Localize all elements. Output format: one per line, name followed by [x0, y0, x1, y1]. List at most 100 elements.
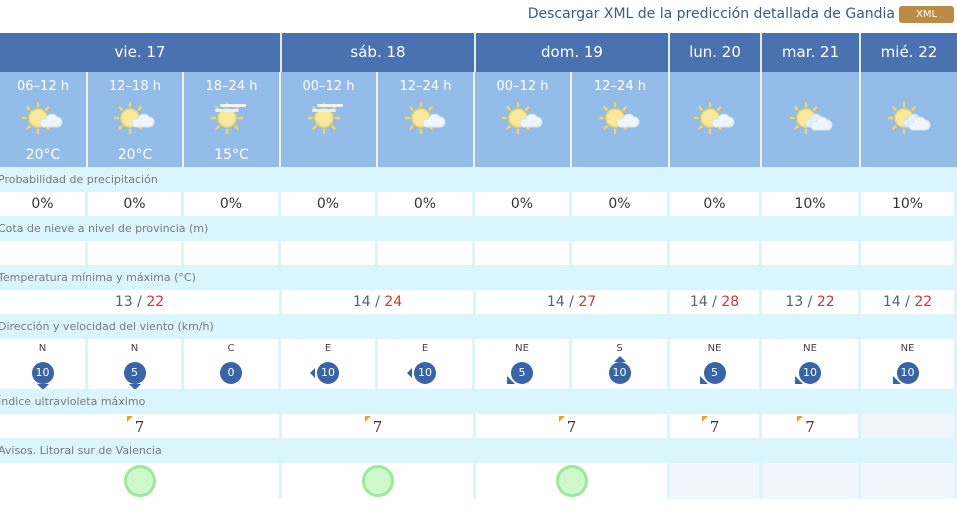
sun-cloud-icon — [693, 98, 737, 138]
period-time — [762, 79, 859, 95]
precip-value: 10% — [861, 192, 957, 216]
snow-value — [378, 241, 475, 265]
sun-cloud-icon — [113, 98, 157, 138]
temp-min: 14 — [546, 294, 565, 310]
wind-arrow-icon — [507, 376, 515, 384]
precip-label: Probabilidad de precipitación — [0, 173, 158, 186]
sun-cloud-icon — [501, 98, 545, 138]
wind-arrow-icon — [613, 356, 626, 362]
wind-direction: NE — [515, 343, 529, 354]
period-time: 12–24 h — [399, 79, 452, 94]
uv-label: Índice ultravioleta máximo — [0, 395, 146, 408]
snow-value — [88, 241, 184, 265]
precip-value: 0% — [475, 192, 572, 216]
sun-haze-icon — [307, 98, 351, 138]
temp-min: 13 — [114, 294, 133, 310]
wind-speed-badge: 5 — [703, 362, 726, 384]
temp-separator: / — [707, 294, 722, 310]
sun-clouds-icon — [887, 98, 931, 138]
wind-arrow-icon — [699, 376, 708, 384]
temp-separator: / — [803, 294, 817, 310]
temp-row: 13 / 22 14 / 24 14 / 27 14 / 28 13 / 22 14 / … — [0, 290, 957, 314]
temp-min: 14 — [689, 294, 708, 310]
day-header-row: vie. 17 sáb. 18 dom. 19 lun. 20 mar. 21 … — [0, 33, 957, 72]
green-warning-icon[interactable] — [123, 465, 156, 497]
snow-value — [572, 241, 670, 265]
wind-direction: C — [227, 343, 235, 354]
precip-value: 0% — [0, 192, 88, 216]
wind-speed-badge: 10 — [799, 362, 821, 384]
temp-separator: / — [370, 294, 385, 310]
wind-speed-badge: 10 — [414, 362, 436, 384]
wind-label-row: Dirección y velocidad del viento (km/h) — [0, 314, 957, 339]
wind-cell: E 10 — [378, 339, 475, 389]
uv-flag-icon — [558, 416, 565, 422]
download-xml-link[interactable]: Descargar XML de la predicción detallada… — [527, 6, 895, 22]
wind-arrow-icon — [892, 376, 901, 384]
wind-direction: NE — [707, 343, 722, 354]
uv-cell — [861, 414, 957, 438]
temp-max: 24 — [384, 294, 403, 310]
warning-cell[interactable] — [476, 463, 670, 499]
period-time: 12–18 h — [109, 79, 161, 94]
uv-flag-icon — [126, 416, 133, 422]
uv-value: 7 — [709, 418, 720, 436]
snow-value — [670, 241, 762, 265]
wind-cell: S 10 — [572, 339, 670, 389]
uv-value: 7 — [805, 418, 815, 436]
uv-row: 7 7 7 7 7 — [0, 414, 957, 438]
wind-arrow-icon — [128, 384, 141, 390]
temp-max: 22 — [914, 294, 933, 310]
wind-cell: N 10 — [0, 339, 88, 390]
temp-min: 13 — [785, 294, 804, 310]
wind-direction: E — [421, 343, 429, 354]
temp-max: 22 — [146, 294, 165, 310]
wind-direction: E — [324, 343, 332, 354]
wind-direction: NE — [803, 343, 817, 354]
wind-direction: N — [130, 343, 139, 354]
wind-speed-badge: 10 — [896, 362, 919, 384]
wind-direction: S — [616, 343, 623, 354]
temp-separator: / — [132, 294, 147, 310]
green-warning-icon[interactable] — [361, 465, 394, 497]
wind-cell: NE 10 — [762, 339, 861, 389]
wind-cell: NE 5 — [670, 339, 762, 389]
precip-row: 0% 0% 0% 0% 0% 0% 0% 0% 10% 10% — [0, 192, 957, 216]
period-cell — [670, 72, 762, 167]
temp-minmax: 14 / 22 — [861, 290, 957, 314]
warning-cell — [762, 463, 861, 499]
snow-value — [184, 241, 281, 265]
temp-minmax: 14 / 27 — [476, 290, 670, 314]
xml-button[interactable]: XML — [899, 6, 954, 23]
wind-label: Dirección y velocidad del viento (km/h) — [0, 320, 214, 333]
wind-cell: NE 5 — [475, 339, 572, 389]
period-cell — [762, 72, 861, 167]
wind-arrow-icon — [310, 368, 315, 378]
temp-max: 22 — [816, 294, 835, 310]
wind-direction: NE — [900, 343, 915, 354]
wind-speed-badge: 0 — [220, 362, 242, 384]
warning-cell[interactable] — [0, 463, 282, 499]
wind-arrow-icon — [795, 376, 803, 384]
period-row: 06–12 h 20°C 12–18 h 20°C 18–24 h 15°C 00–1… — [0, 72, 957, 167]
temp-minmax: 13 / 22 — [762, 290, 861, 314]
period-time: 06–12 h — [17, 79, 69, 94]
day-header: lun. 20 — [670, 33, 762, 72]
period-cell: 06–12 h 20°C — [0, 72, 88, 167]
period-time: 00–12 h — [302, 79, 355, 94]
period-time: 12–24 h — [594, 79, 646, 94]
period-cell: 12–18 h 20°C — [88, 72, 184, 167]
precip-value: 0% — [670, 192, 762, 216]
precip-label-row: Probabilidad de precipitación — [0, 167, 957, 192]
temp-minmax: 13 / 22 — [0, 290, 282, 314]
period-cell: 12–24 h — [378, 72, 475, 167]
green-warning-icon[interactable] — [555, 465, 588, 497]
temp-label-row: Temperatura mínima y máxima (°C) — [0, 265, 957, 290]
warning-cell[interactable] — [282, 463, 476, 499]
snow-value — [0, 241, 88, 265]
snow-label: Cota de nieve a nivel de provincia (m) — [0, 222, 209, 235]
temp-min: 14 — [882, 294, 901, 310]
warnings-label: Avisos. Litoral sur de Valencia — [0, 444, 162, 457]
